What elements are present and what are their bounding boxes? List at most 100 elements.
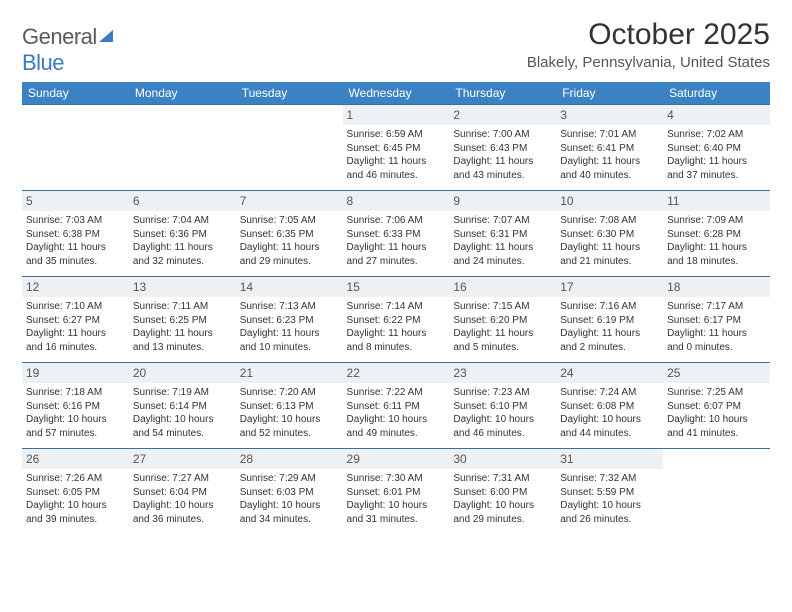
calendar-cell: 26 Sunrise: 7:26 AMSunset: 6:05 PMDayligh…	[22, 449, 129, 535]
day-number: 2	[449, 105, 556, 125]
weekday-header: Thursday	[449, 82, 556, 105]
calendar-cell: 20 Sunrise: 7:19 AMSunset: 6:14 PMDayligh…	[129, 363, 236, 449]
day-number: 20	[129, 363, 236, 383]
day-details: Sunrise: 7:18 AMSunset: 6:16 PMDaylight:…	[26, 386, 125, 440]
calendar-cell: 5 Sunrise: 7:03 AMSunset: 6:38 PMDaylight…	[22, 191, 129, 277]
day-number: 1	[343, 105, 450, 125]
calendar-cell: 30 Sunrise: 7:31 AMSunset: 6:00 PMDayligh…	[449, 449, 556, 535]
weekday-header: Saturday	[663, 82, 770, 105]
weekday-header: Monday	[129, 82, 236, 105]
day-details: Sunrise: 7:30 AMSunset: 6:01 PMDaylight:…	[347, 472, 446, 526]
day-details: Sunrise: 7:32 AMSunset: 5:59 PMDaylight:…	[560, 472, 659, 526]
calendar-cell: 1Sunrise: 6:59 AMSunset: 6:45 PMDaylight…	[343, 105, 450, 191]
calendar-cell	[22, 105, 129, 191]
calendar-cell: 10 Sunrise: 7:08 AMSunset: 6:30 PMDayligh…	[556, 191, 663, 277]
day-details: Sunrise: 7:03 AMSunset: 6:38 PMDaylight:…	[26, 214, 125, 268]
location: Blakely, Pennsylvania, United States	[527, 54, 770, 71]
day-number: 3	[556, 105, 663, 125]
day-number: 8	[343, 191, 450, 211]
logo-word-blue: Blue	[22, 50, 64, 75]
day-number: 15	[343, 277, 450, 297]
day-details: Sunrise: 7:24 AMSunset: 6:08 PMDaylight:…	[560, 386, 659, 440]
calendar-cell: 7Sunrise: 7:05 AMSunset: 6:35 PMDaylight…	[236, 191, 343, 277]
calendar-cell: 14 Sunrise: 7:13 AMSunset: 6:23 PMDayligh…	[236, 277, 343, 363]
calendar-cell: 28 Sunrise: 7:29 AMSunset: 6:03 PMDayligh…	[236, 449, 343, 535]
day-details: Sunrise: 7:16 AMSunset: 6:19 PMDaylight:…	[560, 300, 659, 354]
calendar-cell: 13 Sunrise: 7:11 AMSunset: 6:25 PMDayligh…	[129, 277, 236, 363]
logo-text: General Blue	[22, 24, 116, 76]
day-details: Sunrise: 7:13 AMSunset: 6:23 PMDaylight:…	[240, 300, 339, 354]
calendar-cell: 16 Sunrise: 7:15 AMSunset: 6:20 PMDayligh…	[449, 277, 556, 363]
calendar-cell: 24 Sunrise: 7:24 AMSunset: 6:08 PMDayligh…	[556, 363, 663, 449]
calendar-body: 1Sunrise: 6:59 AMSunset: 6:45 PMDaylight…	[22, 105, 770, 535]
day-details: Sunrise: 7:02 AMSunset: 6:40 PMDaylight:…	[667, 128, 766, 182]
calendar-cell: 22 Sunrise: 7:22 AMSunset: 6:11 PMDayligh…	[343, 363, 450, 449]
calendar-cell: 11 Sunrise: 7:09 AMSunset: 6:28 PMDayligh…	[663, 191, 770, 277]
day-details: Sunrise: 7:22 AMSunset: 6:11 PMDaylight:…	[347, 386, 446, 440]
calendar-cell	[129, 105, 236, 191]
calendar-row: 19Sunrise: 7:18 AMSunset: 6:16 PMDayligh…	[22, 363, 770, 449]
day-details: Sunrise: 7:07 AMSunset: 6:31 PMDaylight:…	[453, 214, 552, 268]
day-number: 12	[22, 277, 129, 297]
day-number: 10	[556, 191, 663, 211]
calendar-cell	[236, 105, 343, 191]
calendar-cell: 19Sunrise: 7:18 AMSunset: 6:16 PMDayligh…	[22, 363, 129, 449]
day-number: 16	[449, 277, 556, 297]
day-details: Sunrise: 7:19 AMSunset: 6:14 PMDaylight:…	[133, 386, 232, 440]
logo-sail-icon	[98, 28, 116, 44]
day-number: 22	[343, 363, 450, 383]
day-number: 6	[129, 191, 236, 211]
day-number: 11	[663, 191, 770, 211]
calendar-cell: 29 Sunrise: 7:30 AMSunset: 6:01 PMDayligh…	[343, 449, 450, 535]
day-number: 5	[22, 191, 129, 211]
logo: General Blue	[22, 18, 116, 76]
weekday-header: Wednesday	[343, 82, 450, 105]
day-details: Sunrise: 7:01 AMSunset: 6:41 PMDaylight:…	[560, 128, 659, 182]
calendar-cell: 18Sunrise: 7:17 AMSunset: 6:17 PMDayligh…	[663, 277, 770, 363]
day-number: 4	[663, 105, 770, 125]
day-number: 24	[556, 363, 663, 383]
day-details: Sunrise: 7:20 AMSunset: 6:13 PMDaylight:…	[240, 386, 339, 440]
day-details: Sunrise: 7:08 AMSunset: 6:30 PMDaylight:…	[560, 214, 659, 268]
calendar-cell: 21Sunrise: 7:20 AMSunset: 6:13 PMDayligh…	[236, 363, 343, 449]
day-details: Sunrise: 7:23 AMSunset: 6:10 PMDaylight:…	[453, 386, 552, 440]
day-details: Sunrise: 7:10 AMSunset: 6:27 PMDaylight:…	[26, 300, 125, 354]
day-details: Sunrise: 7:26 AMSunset: 6:05 PMDaylight:…	[26, 472, 125, 526]
calendar-cell: 4 Sunrise: 7:02 AMSunset: 6:40 PMDaylight…	[663, 105, 770, 191]
calendar-cell: 25Sunrise: 7:25 AMSunset: 6:07 PMDayligh…	[663, 363, 770, 449]
weekday-header: Tuesday	[236, 82, 343, 105]
weekday-header: Sunday	[22, 82, 129, 105]
day-number: 30	[449, 449, 556, 469]
calendar-row: 12 Sunrise: 7:10 AMSunset: 6:27 PMDayligh…	[22, 277, 770, 363]
day-details: Sunrise: 7:27 AMSunset: 6:04 PMDaylight:…	[133, 472, 232, 526]
day-number: 14	[236, 277, 343, 297]
month-title: October 2025	[527, 18, 770, 52]
header: General Blue October 2025 Blakely, Penns…	[22, 18, 770, 76]
calendar-table: SundayMondayTuesdayWednesdayThursdayFrid…	[22, 82, 770, 535]
day-number: 28	[236, 449, 343, 469]
day-number: 9	[449, 191, 556, 211]
calendar-row: 5 Sunrise: 7:03 AMSunset: 6:38 PMDaylight…	[22, 191, 770, 277]
weekday-header: Friday	[556, 82, 663, 105]
day-details: Sunrise: 7:00 AMSunset: 6:43 PMDaylight:…	[453, 128, 552, 182]
day-details: Sunrise: 7:06 AMSunset: 6:33 PMDaylight:…	[347, 214, 446, 268]
day-number: 27	[129, 449, 236, 469]
day-details: Sunrise: 7:17 AMSunset: 6:17 PMDaylight:…	[667, 300, 766, 354]
calendar-cell: 23Sunrise: 7:23 AMSunset: 6:10 PMDayligh…	[449, 363, 556, 449]
calendar-cell: 12 Sunrise: 7:10 AMSunset: 6:27 PMDayligh…	[22, 277, 129, 363]
day-number: 29	[343, 449, 450, 469]
calendar-row: 1Sunrise: 6:59 AMSunset: 6:45 PMDaylight…	[22, 105, 770, 191]
day-details: Sunrise: 7:15 AMSunset: 6:20 PMDaylight:…	[453, 300, 552, 354]
day-details: Sunrise: 7:11 AMSunset: 6:25 PMDaylight:…	[133, 300, 232, 354]
day-details: Sunrise: 7:31 AMSunset: 6:00 PMDaylight:…	[453, 472, 552, 526]
day-details: Sunrise: 7:25 AMSunset: 6:07 PMDaylight:…	[667, 386, 766, 440]
day-details: Sunrise: 7:09 AMSunset: 6:28 PMDaylight:…	[667, 214, 766, 268]
day-details: Sunrise: 7:29 AMSunset: 6:03 PMDaylight:…	[240, 472, 339, 526]
title-block: October 2025 Blakely, Pennsylvania, Unit…	[527, 18, 770, 71]
calendar-cell: 17Sunrise: 7:16 AMSunset: 6:19 PMDayligh…	[556, 277, 663, 363]
day-number: 26	[22, 449, 129, 469]
day-details: Sunrise: 7:05 AMSunset: 6:35 PMDaylight:…	[240, 214, 339, 268]
day-number: 13	[129, 277, 236, 297]
calendar-cell: 2 Sunrise: 7:00 AMSunset: 6:43 PMDaylight…	[449, 105, 556, 191]
calendar-cell: 27 Sunrise: 7:27 AMSunset: 6:04 PMDayligh…	[129, 449, 236, 535]
